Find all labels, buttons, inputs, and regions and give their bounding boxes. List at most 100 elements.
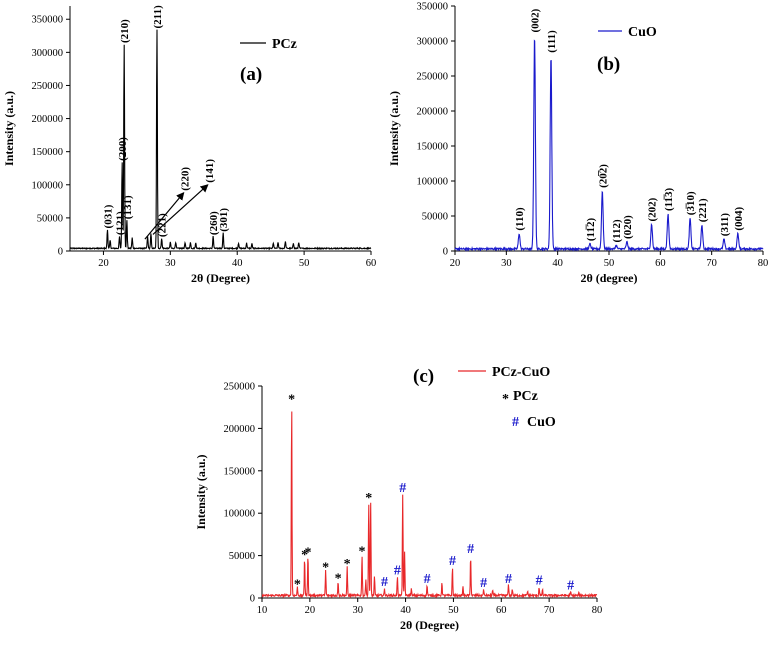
x-tick-label: 30: [352, 605, 363, 616]
peak-label: (131): [122, 195, 134, 219]
x-axis-title: 2θ (Degree): [191, 271, 250, 285]
peak-label: (260): [208, 211, 220, 235]
y-tick-label: 50000: [422, 212, 448, 223]
cuo-peak-marker: #: [505, 572, 512, 587]
panel-a: 20 30 40 50 60 0 50000 100000 150000 200000 250000…: [2, 5, 376, 285]
cuo-peak-marker: #: [449, 554, 456, 569]
peak-label: (200): [117, 137, 129, 161]
legend-marker-cuo: #: [512, 415, 519, 430]
annotation-label: (220): [180, 167, 192, 191]
panel-letter-c: (c): [413, 366, 434, 387]
pcz-peak-marker: *: [365, 491, 372, 506]
x-tick-label: 80: [758, 258, 769, 269]
y-tick-label: 150000: [224, 466, 256, 477]
pcz-peak-marker: *: [294, 578, 301, 593]
x-tick-label: 80: [592, 605, 603, 616]
y-tick-label: 100000: [224, 509, 256, 520]
y-axis-title: Intensity (a.u.): [194, 454, 208, 529]
series-line-pcz-cuo: [261, 411, 598, 599]
peak-label: (210): [119, 19, 131, 43]
peak-label: (301): [218, 208, 230, 232]
y-tick-label: 200000: [32, 114, 64, 125]
y-tick-label: 0: [58, 247, 63, 258]
panel-letter-a: (a): [240, 64, 262, 85]
x-tick-label: 70: [544, 605, 555, 616]
annotation-label: (141): [204, 159, 216, 183]
y-tick-label: 200000: [224, 424, 256, 435]
series-line-pcz: [69, 29, 372, 251]
x-tick-label: 70: [706, 258, 717, 269]
x-tick-label: 30: [501, 258, 512, 269]
x-axis-title: 2θ (degree): [580, 271, 637, 285]
x-tick-label: 50: [604, 258, 615, 269]
cuo-peak-marker: #: [480, 576, 487, 591]
peak-label: (311): [719, 213, 731, 237]
legend-label-pcz: PCz: [272, 37, 297, 52]
y-tick-label: 50000: [229, 551, 255, 562]
legend-label-pcz-marker: PCz: [513, 389, 538, 404]
legend-label-cuo: CuO: [628, 25, 657, 40]
annotation-arrow: [152, 184, 209, 235]
x-tick-label: 20: [98, 258, 109, 269]
x-tick-label: 30: [165, 258, 176, 269]
x-tick-label: 20: [305, 605, 316, 616]
panel-c: 10 20 30 40 50 60 70 80 0 50000 100000 150000 200000…: [194, 365, 602, 632]
series-line-cuo: [454, 39, 764, 252]
x-tick-label: 20: [450, 258, 461, 269]
peak-label: (111): [546, 30, 558, 53]
x-tick-label: 60: [366, 258, 377, 269]
y-axis-title: Intensity (a.u.): [2, 91, 16, 166]
panel-letter-b: (b): [597, 54, 620, 75]
peak-label: (110): [514, 207, 526, 231]
peak-label: (031): [102, 204, 114, 228]
x-tick-label: 40: [232, 258, 243, 269]
cuo-peak-marker: #: [381, 575, 388, 590]
peak-label: (020): [622, 215, 634, 239]
x-tick-label: 40: [552, 258, 563, 269]
peak-label: (11̅3): [663, 187, 675, 211]
peak-label: (221): [697, 198, 709, 222]
pcz-peak-marker: *: [322, 561, 329, 576]
y-tick-label: 150000: [32, 147, 64, 158]
legend-label-pcz-cuo: PCz-CuO: [492, 365, 550, 380]
y-tick-label: 50000: [37, 213, 63, 224]
y-tick-label: 0: [443, 247, 448, 258]
x-axis-title: 2θ (Degree): [400, 618, 459, 632]
peak-label: (002): [530, 8, 542, 32]
peak-label: (211): [152, 5, 164, 29]
annotation-arrow: [144, 191, 185, 240]
x-tick-label: 10: [257, 605, 268, 616]
y-tick-label: 150000: [417, 142, 449, 153]
pcz-peak-marker: *: [288, 393, 295, 408]
peak-label: (004): [733, 206, 745, 230]
pcz-peak-marker: *: [301, 548, 308, 563]
panel-b: 20 30 40 50 60 70 80 0 50000 100000 150000 200000 25…: [387, 2, 768, 286]
peak-label: (202): [647, 197, 659, 221]
y-tick-label: 300000: [417, 37, 449, 48]
peak-label: (112): [611, 219, 623, 243]
legend-label-cuo-marker: CuO: [527, 415, 556, 430]
pcz-peak-marker: *: [344, 557, 351, 572]
pcz-peak-marker: *: [304, 545, 311, 560]
cuo-peak-marker: #: [467, 542, 474, 557]
y-tick-label: 250000: [224, 382, 256, 393]
cuo-peak-marker: #: [567, 579, 574, 594]
pcz-peak-marker: *: [359, 544, 366, 559]
pcz-peak-marker: *: [335, 572, 342, 587]
x-tick-label: 50: [448, 605, 459, 616]
cuo-peak-marker: #: [394, 563, 401, 578]
y-axis-title: Intensity (a.u.): [387, 91, 401, 166]
peak-label: (20̅2): [597, 164, 609, 188]
y-tick-label: 100000: [417, 177, 449, 188]
x-tick-label: 60: [496, 605, 507, 616]
x-tick-label: 60: [655, 258, 666, 269]
peak-label: (11̅2): [585, 218, 597, 242]
y-tick-label: 100000: [32, 180, 64, 191]
x-tick-label: 50: [299, 258, 310, 269]
cuo-peak-marker: #: [424, 572, 431, 587]
y-tick-label: 250000: [417, 72, 449, 83]
cuo-peak-marker: #: [399, 481, 406, 496]
y-tick-label: 350000: [32, 15, 64, 26]
